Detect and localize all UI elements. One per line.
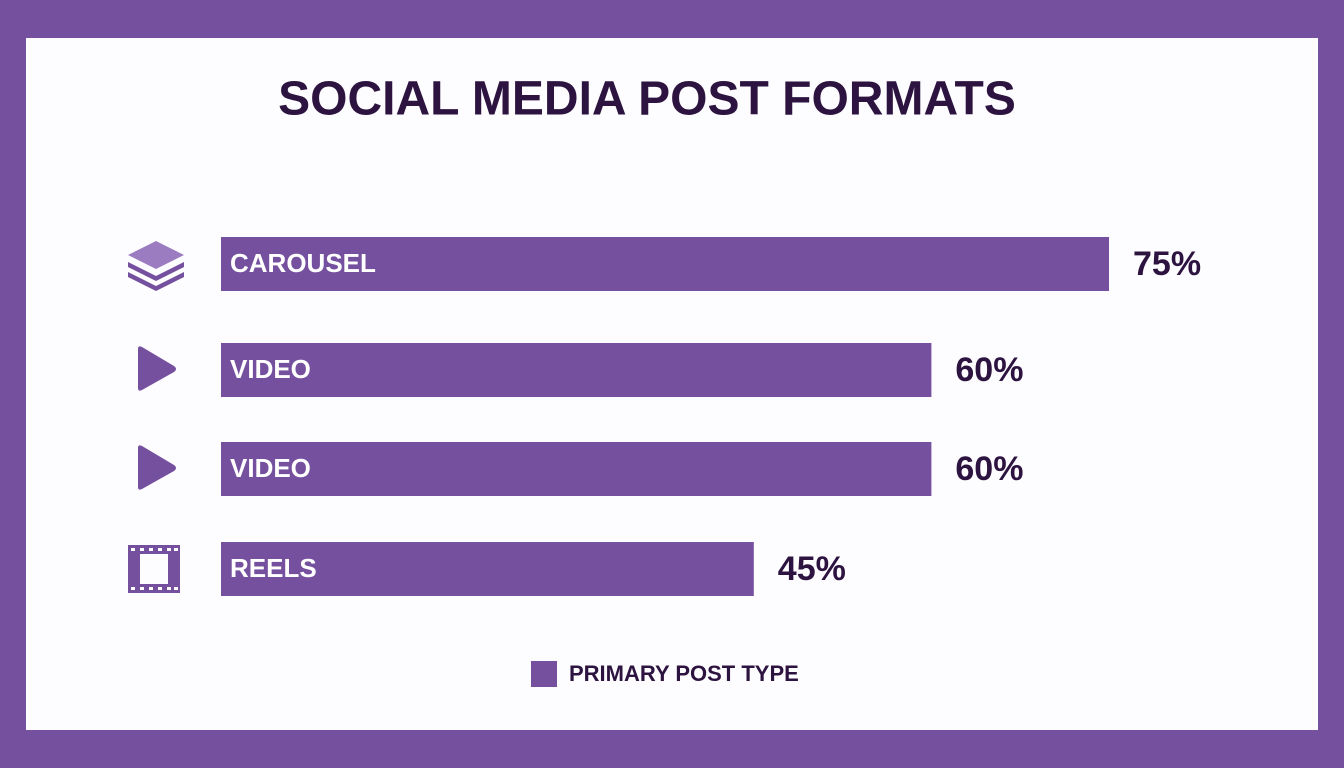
bar [221, 542, 754, 596]
category-label: CAROUSEL [230, 248, 376, 278]
legend-swatch [531, 661, 557, 687]
value-label: 60% [955, 351, 1023, 389]
value-label: 60% [955, 450, 1023, 488]
category-label: VIDEO [230, 354, 311, 384]
legend-label: PRIMARY POST TYPE [569, 661, 799, 686]
value-label: 45% [778, 550, 846, 588]
video-icon [138, 445, 176, 490]
bar [221, 237, 1109, 291]
bar [221, 442, 932, 496]
category-label: REELS [230, 553, 317, 583]
bar [221, 343, 932, 397]
video-icon [138, 346, 176, 391]
carousel-icon [128, 241, 184, 291]
category-label: VIDEO [230, 453, 311, 483]
reels-icon [128, 545, 180, 593]
value-label: 75% [1133, 245, 1201, 283]
chart-title: SOCIAL MEDIA POST FORMATS [278, 73, 1016, 126]
icons [128, 241, 184, 593]
